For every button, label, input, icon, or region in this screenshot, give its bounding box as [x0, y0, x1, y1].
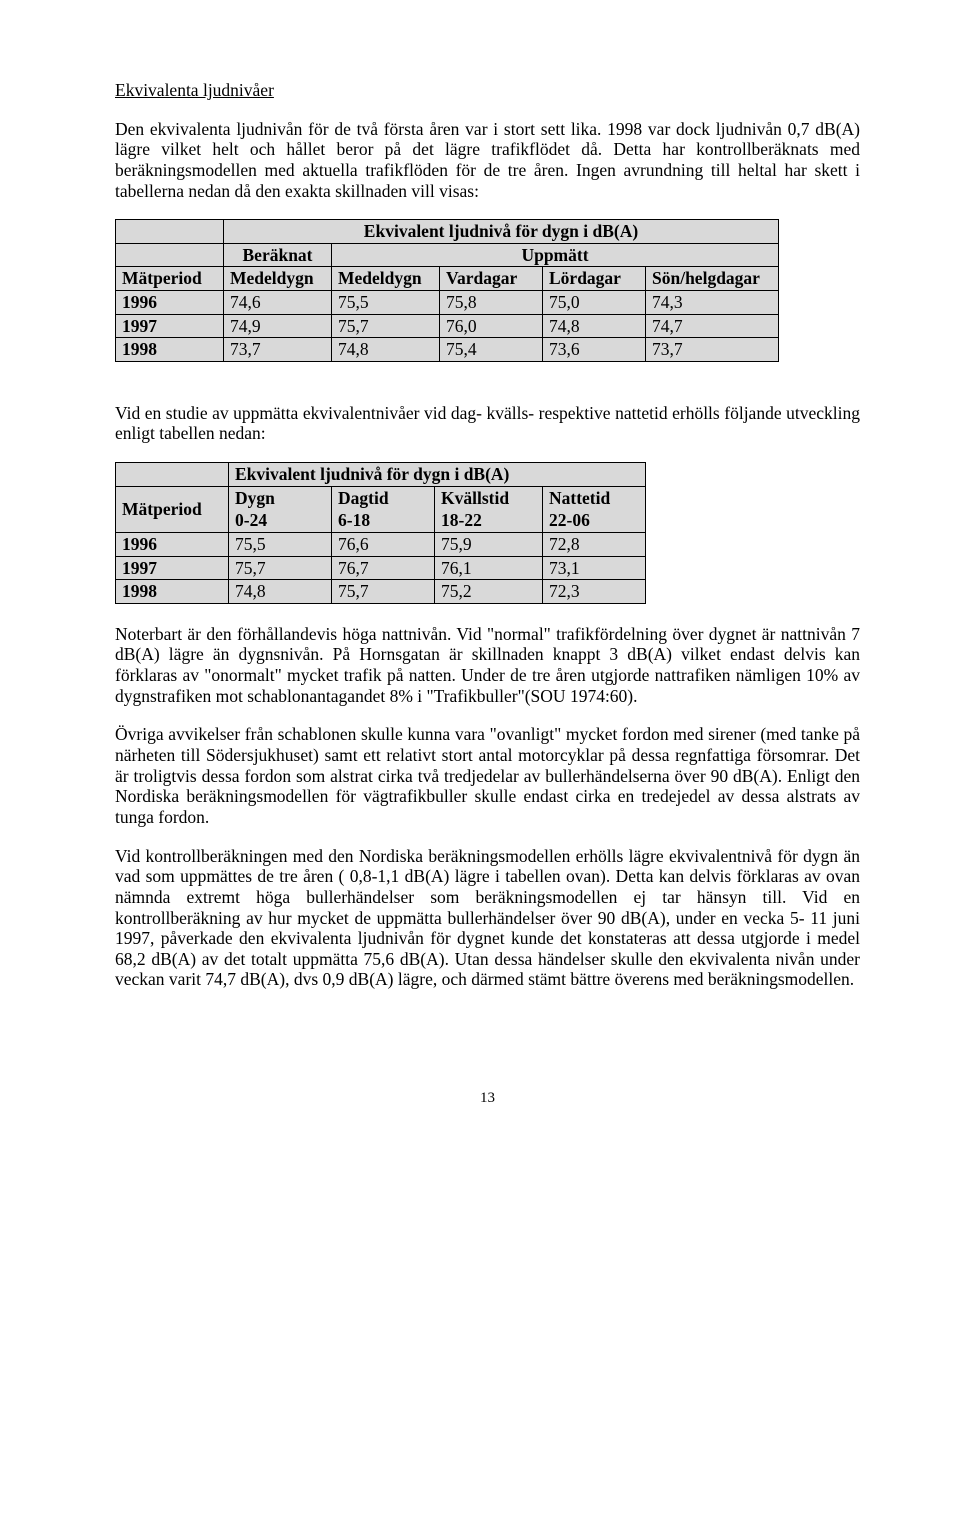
- table-cell: 1996: [116, 291, 224, 315]
- table-cell: 76,6: [332, 532, 435, 556]
- table1-col-0: Mätperiod: [116, 267, 224, 291]
- table1-col-4: Lördagar: [543, 267, 646, 291]
- table-1: Ekvivalent ljudnivå för dygn i dB(A) Ber…: [115, 219, 779, 362]
- table-cell: 1996: [116, 532, 229, 556]
- table1-col-5: Sön/helgdagar: [646, 267, 779, 291]
- table-cell: 1998: [116, 338, 224, 362]
- table-cell: 1998: [116, 580, 229, 604]
- table-cell: 75,7: [332, 580, 435, 604]
- table-row: 1997 75,7 76,7 76,1 73,1: [116, 556, 646, 580]
- table-cell-empty: [116, 462, 229, 486]
- table-row: 1996 74,6 75,5 75,8 75,0 74,3: [116, 291, 779, 315]
- table1-span-header: Ekvivalent ljudnivå för dygn i dB(A): [224, 220, 779, 244]
- table-cell: 74,6: [224, 291, 332, 315]
- table-cell: 75,9: [435, 532, 543, 556]
- table2-col-4: Nattetid: [543, 486, 646, 509]
- table2-col-0: Mätperiod: [116, 486, 229, 532]
- table-cell: 73,7: [646, 338, 779, 362]
- table2-span-header: Ekvivalent ljudnivå för dygn i dB(A): [229, 462, 646, 486]
- table-cell-empty: [116, 220, 224, 244]
- table2-col-1: Dygn: [229, 486, 332, 509]
- table-row: 1998 73,7 74,8 75,4 73,6 73,7: [116, 338, 779, 362]
- table-cell: 76,0: [440, 314, 543, 338]
- paragraph-5: Vid kontrollberäkningen med den Nordiska…: [115, 846, 860, 990]
- table-cell: 1997: [116, 314, 224, 338]
- table2-col2-1: 0-24: [229, 509, 332, 532]
- paragraph-3: Noterbart är den förhållandevis höga nat…: [115, 624, 860, 707]
- paragraph-2: Vid en studie av uppmätta ekvivalentnivå…: [115, 403, 860, 444]
- table-cell: 76,7: [332, 556, 435, 580]
- table1-sub-1: Beräknat: [224, 243, 332, 267]
- table-cell: 75,5: [229, 532, 332, 556]
- table2-col2-2: 6-18: [332, 509, 435, 532]
- paragraph-4: Övriga avvikelser från schablonen skulle…: [115, 724, 860, 827]
- table1-col-1: Medeldygn: [224, 267, 332, 291]
- table-row: 1996 75,5 76,6 75,9 72,8: [116, 532, 646, 556]
- table-2: Ekvivalent ljudnivå för dygn i dB(A) Mät…: [115, 462, 646, 604]
- table-cell: 74,8: [229, 580, 332, 604]
- table2-col2-4: 22-06: [543, 509, 646, 532]
- table-row: 1998 74,8 75,7 75,2 72,3: [116, 580, 646, 604]
- page-number: 13: [115, 1090, 860, 1108]
- table-cell: 73,7: [224, 338, 332, 362]
- table-cell: 75,0: [543, 291, 646, 315]
- table-cell: 74,7: [646, 314, 779, 338]
- section-title: Ekvivalenta ljudnivåer: [115, 80, 860, 101]
- table1-sub-2: Uppmätt: [332, 243, 779, 267]
- table-cell: 72,8: [543, 532, 646, 556]
- table-cell: 75,7: [229, 556, 332, 580]
- table1-col-2: Medeldygn: [332, 267, 440, 291]
- table-cell: 73,6: [543, 338, 646, 362]
- table2-col-3: Kvällstid: [435, 486, 543, 509]
- table2-col2-3: 18-22: [435, 509, 543, 532]
- table-cell: 75,8: [440, 291, 543, 315]
- table-cell-empty: [116, 243, 224, 267]
- table-cell: 73,1: [543, 556, 646, 580]
- table-cell: 75,2: [435, 580, 543, 604]
- table-cell: 75,7: [332, 314, 440, 338]
- table1-col-3: Vardagar: [440, 267, 543, 291]
- table-cell: 74,8: [543, 314, 646, 338]
- table-cell: 74,8: [332, 338, 440, 362]
- table-cell: 75,5: [332, 291, 440, 315]
- table-cell: 74,9: [224, 314, 332, 338]
- table-row: 1997 74,9 75,7 76,0 74,8 74,7: [116, 314, 779, 338]
- table-cell: 1997: [116, 556, 229, 580]
- table-cell: 75,4: [440, 338, 543, 362]
- table-cell: 74,3: [646, 291, 779, 315]
- table-cell: 76,1: [435, 556, 543, 580]
- table-cell: 72,3: [543, 580, 646, 604]
- table2-col-2: Dagtid: [332, 486, 435, 509]
- paragraph-1: Den ekvivalenta ljudnivån för de två för…: [115, 119, 860, 202]
